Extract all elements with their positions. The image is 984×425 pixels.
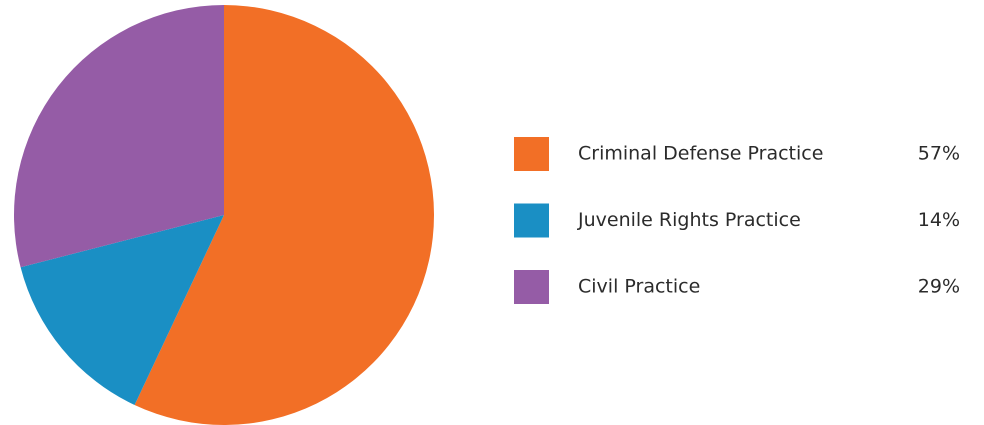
legend-label: Juvenile Rights Practice: [577, 209, 801, 231]
legend-label: Civil Practice: [578, 276, 700, 298]
legend-value: 29%: [918, 276, 960, 298]
legend-label: Criminal Defense Practice: [578, 143, 823, 165]
legend-value: 57%: [918, 143, 960, 165]
pie-slice: [20, 215, 225, 406]
pie-slice: [13, 5, 224, 268]
legend-value: 14%: [918, 209, 960, 231]
legend-swatch: [514, 137, 549, 171]
legend-swatch: [514, 270, 549, 304]
legend-swatch: [514, 203, 549, 238]
pie-slice: [134, 5, 435, 425]
